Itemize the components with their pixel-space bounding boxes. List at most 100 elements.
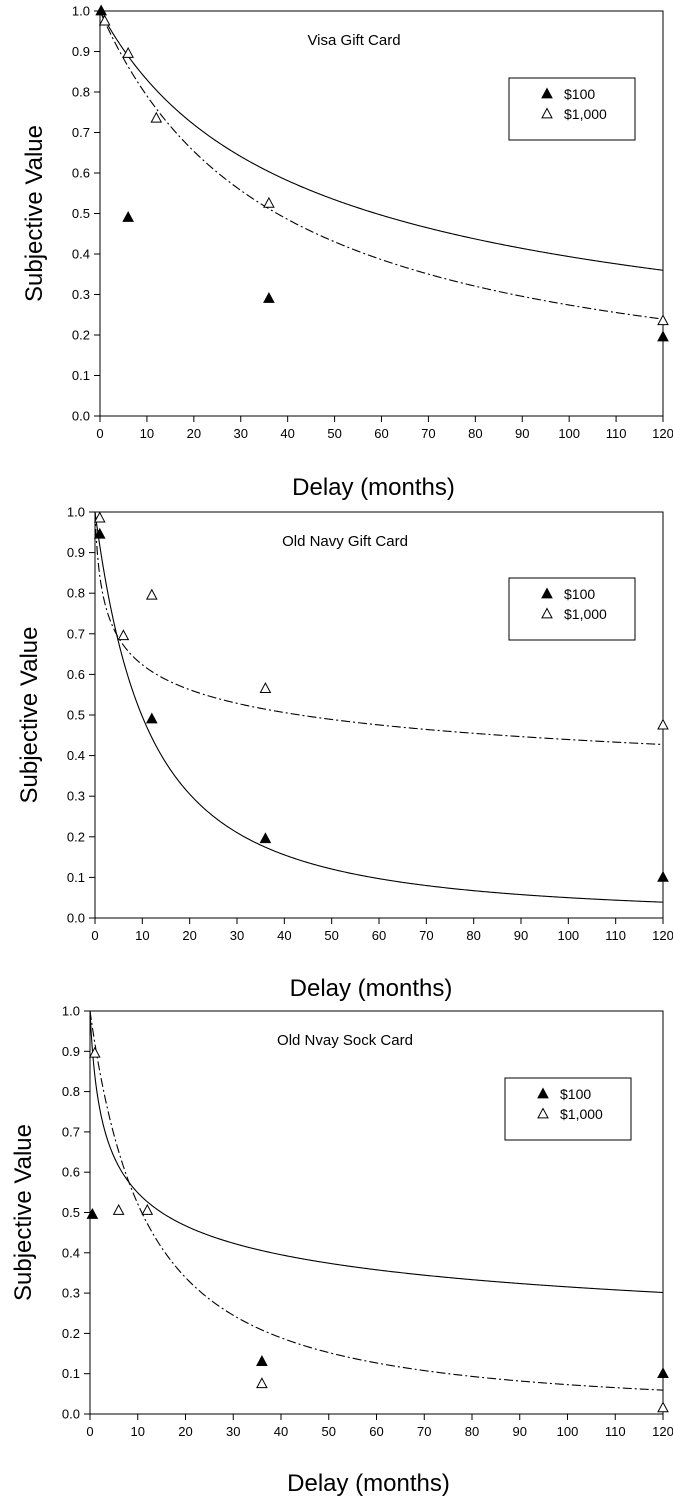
legend: $100 $1,000 [508, 577, 636, 641]
legend-label: $1,000 [560, 1106, 603, 1122]
y-tick-label: 0.7 [72, 125, 90, 140]
x-tick-label: 40 [277, 928, 291, 943]
data-point-series-1000 [141, 1203, 154, 1215]
legend-marker-series-100 [541, 587, 553, 599]
y-tick-label: 0.7 [67, 626, 85, 641]
x-tick-label: 50 [324, 928, 338, 943]
x-tick-label: 50 [327, 426, 341, 441]
x-tick-label: 0 [96, 426, 103, 441]
y-tick-label: 0.5 [62, 1205, 80, 1220]
x-tick-label: 80 [466, 928, 480, 943]
data-point-series-100 [657, 1367, 669, 1379]
legend-label: $1,000 [564, 606, 607, 622]
chart-title: Visa Gift Card [307, 32, 400, 49]
y-tick-label: 0.6 [62, 1165, 80, 1180]
legend-marker-series-1000 [541, 107, 553, 119]
legend: $100 $1,000 [504, 1077, 632, 1141]
x-tick-label: 110 [605, 928, 626, 943]
plot-frame [99, 10, 664, 417]
legend-label: $100 [560, 1086, 591, 1102]
y-tick-label: 0.3 [62, 1286, 80, 1301]
data-point-series-100 [93, 527, 106, 539]
fit-curve-series-1000 [89, 1010, 664, 1391]
y-tick-label: 0.1 [62, 1366, 80, 1381]
chart-panel-2: 0 10 20 30 40 50 60 70 80 90 100 110 120 0.0 0.1 0.2 0.3… [16, 505, 673, 1003]
y-axis-title: Subjective Value [10, 1124, 37, 1301]
x-tick-label: 70 [417, 1424, 431, 1439]
legend-box [504, 1077, 632, 1141]
y-tick-label: 0.3 [72, 287, 90, 302]
x-tick-label: 120 [652, 1424, 673, 1439]
y-tick-label: 0.4 [62, 1245, 80, 1260]
data-point-series-1000 [657, 314, 669, 326]
y-tick-label: 0.8 [62, 1084, 80, 1099]
y-tick-label: 0.5 [72, 206, 90, 221]
data-point-series-1000 [93, 511, 106, 523]
data-point-series-1000 [98, 14, 111, 26]
data-point-series-1000 [256, 1377, 268, 1389]
fit-curve-series-100 [99, 10, 664, 271]
x-tick-label: 90 [515, 426, 529, 441]
x-tick-label: 10 [140, 426, 154, 441]
legend-marker-series-1000 [537, 1107, 549, 1119]
y-tick-label: 0.2 [67, 829, 85, 844]
y-tick-label: 0.5 [67, 708, 85, 723]
y-axis-title: Subjective Value [21, 125, 48, 302]
y-axis-title: Subjective Value [16, 627, 43, 804]
x-tick-label: 0 [91, 928, 98, 943]
x-tick-label: 70 [419, 928, 433, 943]
x-tick-label: 40 [274, 1424, 288, 1439]
x-tick-label: 40 [280, 426, 294, 441]
data-point-series-100 [259, 832, 272, 844]
x-tick-label: 80 [465, 1424, 479, 1439]
y-tick-label: 0.8 [67, 586, 85, 601]
data-point-series-100 [145, 712, 158, 724]
fit-curve-series-1000 [99, 10, 664, 320]
chart-panel-3: 0 10 20 30 40 50 60 70 80 90 100 110 120 0.0 0.1 0.2 0.3… [10, 1004, 673, 1498]
data-point-series-1000 [122, 46, 134, 58]
x-tick-label: 60 [372, 928, 386, 943]
y-tick-label: 1.0 [72, 4, 90, 19]
fit-curve-series-1000 [94, 511, 664, 746]
x-tick-label: 100 [557, 928, 579, 943]
legend-box [508, 77, 636, 141]
data-point-series-1000 [657, 1401, 669, 1413]
data-point-series-1000 [88, 1046, 101, 1058]
y-tick-label: 0.7 [62, 1124, 80, 1139]
y-tick-label: 0.0 [72, 409, 90, 424]
x-tick-label: 0 [86, 1424, 93, 1439]
y-tick-label: 0.1 [67, 870, 85, 885]
data-point-series-100 [256, 1355, 268, 1366]
legend-label: $100 [564, 86, 595, 102]
x-tick-label: 10 [135, 928, 149, 943]
legend-marker-series-100 [541, 87, 553, 99]
y-tick-label: 0.9 [67, 545, 85, 560]
x-tick-label: 10 [131, 1424, 145, 1439]
x-tick-label: 100 [557, 1424, 579, 1439]
x-tick-label: 60 [369, 1424, 383, 1439]
x-tick-label: 90 [513, 1424, 527, 1439]
data-point-series-100 [95, 4, 108, 16]
legend-marker-series-1000 [541, 607, 553, 619]
x-tick-label: 60 [374, 426, 388, 441]
y-tick-label: 0.0 [67, 911, 85, 926]
x-tick-label: 80 [468, 426, 482, 441]
y-tick-label: 1.0 [62, 1004, 80, 1019]
legend-marker-series-100 [537, 1087, 549, 1099]
y-tick-label: 0.2 [72, 328, 90, 343]
x-axis-title: Delay (months) [287, 1470, 450, 1497]
x-tick-label: 30 [226, 1424, 240, 1439]
x-axis-title: Delay (months) [290, 975, 453, 1002]
data-point-series-1000 [657, 718, 669, 730]
data-point-series-100 [122, 210, 134, 222]
chart-title: Old Navy Gift Card [282, 533, 408, 550]
data-point-series-1000 [259, 682, 272, 693]
x-tick-label: 50 [322, 1424, 336, 1439]
x-tick-label: 70 [421, 426, 435, 441]
y-tick-label: 0.4 [67, 748, 85, 763]
x-tick-label: 110 [605, 1424, 626, 1439]
x-tick-label: 30 [234, 426, 248, 441]
x-tick-label: 20 [187, 426, 201, 441]
y-tick-label: 0.1 [72, 368, 90, 383]
